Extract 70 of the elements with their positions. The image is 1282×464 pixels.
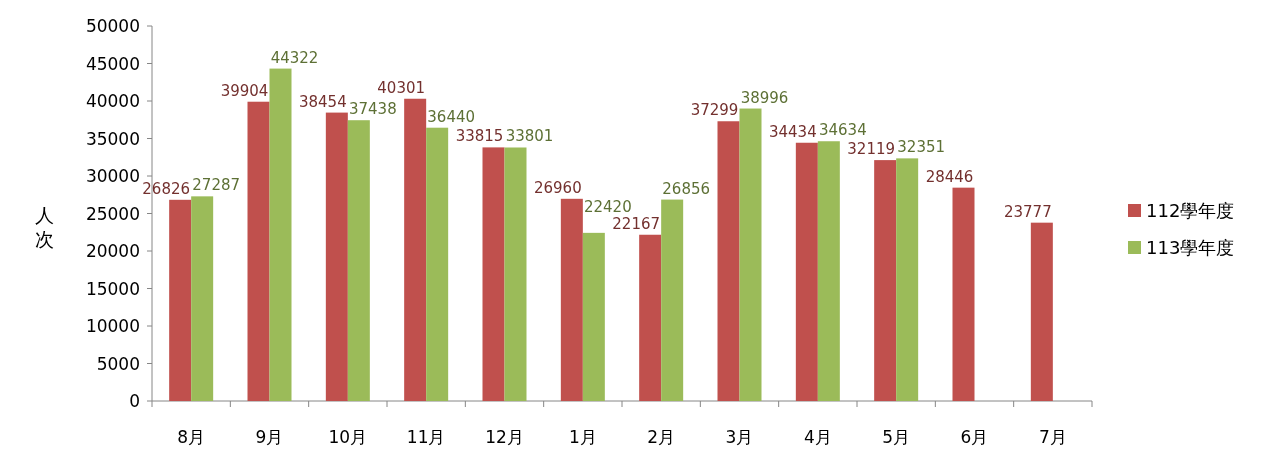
data-label: 23777 xyxy=(1003,202,1052,221)
y-tick-label: 5000 xyxy=(96,353,140,374)
y-tick-label: 50000 xyxy=(85,16,140,36)
bar xyxy=(582,232,605,401)
bar xyxy=(426,127,449,401)
bar xyxy=(191,196,214,401)
legend-label: 113學年度 xyxy=(1146,237,1235,258)
x-tick-label: 6月 xyxy=(960,427,989,447)
x-tick-label: 8月 xyxy=(177,427,206,447)
bar xyxy=(717,121,740,401)
data-label: 44322 xyxy=(270,48,319,67)
x-tick-label: 12月 xyxy=(485,427,524,447)
bar xyxy=(247,101,270,401)
bar xyxy=(482,147,505,401)
data-label: 26856 xyxy=(662,179,711,198)
bar xyxy=(874,160,897,401)
data-label: 26826 xyxy=(142,179,191,198)
data-label: 27287 xyxy=(192,176,241,195)
bar xyxy=(560,198,583,401)
data-label: 22167 xyxy=(612,214,661,233)
y-tick-label: 20000 xyxy=(85,241,140,261)
bar xyxy=(347,120,370,401)
bar xyxy=(1030,222,1053,401)
data-label: 37299 xyxy=(690,101,739,120)
bar xyxy=(639,234,662,401)
data-label: 34434 xyxy=(768,122,817,141)
bar xyxy=(504,147,527,401)
x-tick-label: 9月 xyxy=(255,427,284,447)
y-tick-label: 40000 xyxy=(85,91,140,111)
x-tick-label: 2月 xyxy=(647,427,676,447)
bar xyxy=(739,108,762,401)
data-label: 40301 xyxy=(377,78,426,97)
y-tick-label: 30000 xyxy=(85,166,140,186)
bar xyxy=(169,199,192,401)
x-tick-label: 11月 xyxy=(406,427,446,447)
data-label: 32351 xyxy=(897,138,946,157)
y-tick-label: 45000 xyxy=(85,53,140,74)
x-tick-label: 10月 xyxy=(328,427,368,447)
data-label: 26960 xyxy=(533,178,582,197)
y-axis-title: 人次 xyxy=(34,204,54,250)
legend-label: 112學年度 xyxy=(1146,200,1235,221)
x-tick-label: 3月 xyxy=(725,427,754,447)
bar xyxy=(817,141,840,401)
y-tick-label: 0 xyxy=(129,391,140,411)
data-label: 37438 xyxy=(348,100,397,119)
data-label: 36440 xyxy=(427,107,476,126)
bar xyxy=(795,142,818,401)
bar xyxy=(896,158,919,401)
x-tick-label: 1月 xyxy=(568,427,597,447)
data-label: 38996 xyxy=(740,88,789,107)
data-label: 33801 xyxy=(505,127,554,146)
y-tick-label: 25000 xyxy=(85,203,140,224)
bar xyxy=(269,68,292,401)
data-label: 28446 xyxy=(925,167,974,186)
data-label: 34634 xyxy=(818,121,867,140)
y-tick-label: 35000 xyxy=(85,128,140,149)
data-label: 22420 xyxy=(583,197,632,216)
x-tick-label: 7月 xyxy=(1038,427,1067,447)
bar xyxy=(952,187,975,401)
x-tick-label: 5月 xyxy=(882,427,911,447)
y-tick-label: 10000 xyxy=(85,316,140,336)
data-label: 39904 xyxy=(220,81,269,100)
x-tick-label: 4月 xyxy=(803,427,832,447)
bar xyxy=(404,98,427,401)
data-label: 38454 xyxy=(298,92,347,111)
bar xyxy=(661,199,684,401)
data-label: 33815 xyxy=(455,127,504,146)
y-tick-label: 15000 xyxy=(85,278,140,299)
bar xyxy=(325,112,348,401)
data-label: 32119 xyxy=(847,140,896,159)
